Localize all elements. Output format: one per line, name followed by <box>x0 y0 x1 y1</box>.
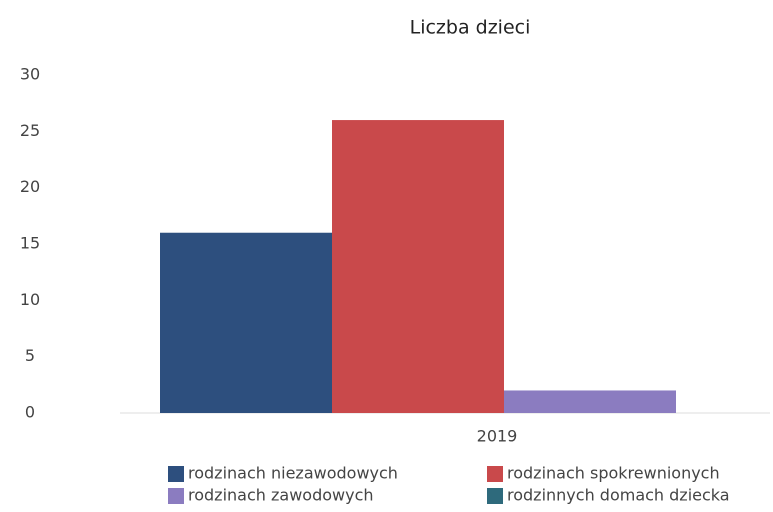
legend-label: rodzinnych domach dziecka <box>507 486 730 505</box>
bar <box>504 390 676 413</box>
legend-swatch <box>168 466 184 482</box>
legend-label: rodzinach spokrewnionych <box>507 464 720 483</box>
bar <box>160 232 332 413</box>
legend-label: rodzinach niezawodowych <box>188 464 398 483</box>
chart-title: Liczba dzieci <box>410 17 531 39</box>
y-tick-label: 15 <box>20 234 40 253</box>
y-tick-label: 5 <box>25 346 35 365</box>
y-tick-label: 25 <box>20 121 40 140</box>
bar <box>332 120 504 414</box>
legend-label: rodzinach zawodowych <box>188 486 374 505</box>
legend-swatch <box>168 488 184 504</box>
y-tick-label: 30 <box>20 65 40 84</box>
y-tick-label: 10 <box>20 290 40 309</box>
legend-swatch <box>487 466 503 482</box>
legend-swatch <box>487 488 503 504</box>
y-tick-label: 20 <box>20 177 40 196</box>
y-tick-label: 0 <box>25 403 35 422</box>
x-tick-label: 2019 <box>477 427 518 446</box>
